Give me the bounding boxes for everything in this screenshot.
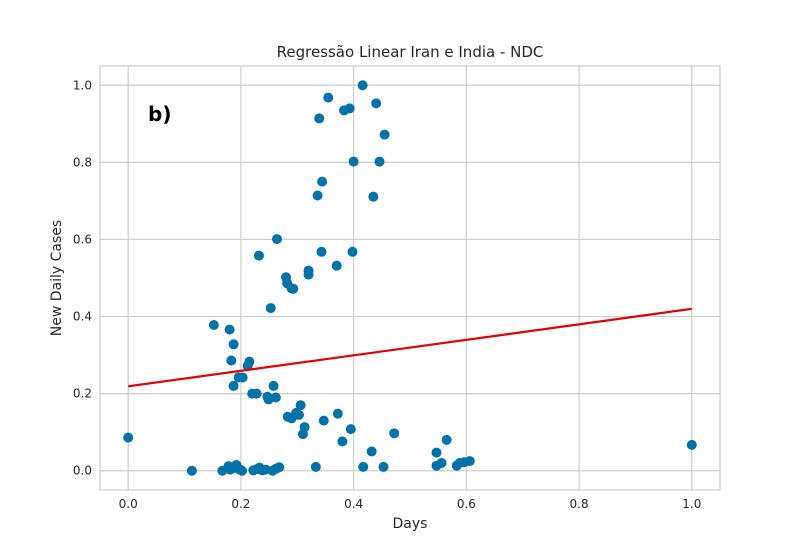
data-point — [186, 465, 197, 476]
x-tick-label: 0.0 — [119, 497, 138, 511]
data-point — [686, 439, 697, 450]
data-point — [297, 429, 308, 440]
data-point — [288, 283, 299, 294]
y-tick-label: 1.0 — [73, 78, 92, 92]
y-tick-label: 0.2 — [73, 387, 92, 401]
data-point — [358, 461, 369, 472]
data-point — [337, 436, 348, 447]
y-tick-labels: 0.0 0.2 0.4 0.6 0.8 1.0 — [73, 78, 92, 477]
data-point — [312, 190, 323, 201]
y-axis-label: New Daily Cases — [49, 220, 65, 336]
data-point — [441, 434, 452, 445]
data-point — [233, 372, 244, 383]
data-point — [357, 80, 368, 91]
data-point — [224, 324, 235, 335]
x-axis-label: Days — [393, 516, 428, 532]
data-point — [263, 394, 274, 405]
data-point — [344, 103, 355, 114]
data-point — [310, 461, 321, 472]
y-tick-label: 0.8 — [73, 155, 92, 169]
data-point — [253, 250, 264, 261]
chart-title: Regressão Linear Iran e India - NDC — [277, 43, 544, 61]
panel-label: b) — [148, 102, 171, 126]
data-point — [274, 462, 285, 473]
x-tick-label: 0.8 — [570, 497, 589, 511]
data-point — [228, 380, 239, 391]
grid-lines — [100, 66, 720, 490]
data-point — [389, 428, 400, 439]
data-point — [371, 98, 382, 109]
x-tick-label: 0.2 — [231, 497, 250, 511]
data-point — [265, 303, 276, 314]
data-point — [228, 339, 239, 350]
data-point — [226, 355, 237, 366]
data-point — [379, 129, 390, 140]
data-point — [303, 265, 314, 276]
x-tick-label: 0.6 — [457, 497, 476, 511]
regression-line-group — [128, 307, 692, 388]
x-tick-label: 1.0 — [682, 497, 701, 511]
data-point — [316, 246, 327, 257]
data-point — [271, 234, 282, 245]
data-point — [293, 409, 304, 420]
data-point — [318, 415, 329, 426]
data-point — [323, 92, 334, 103]
data-point — [237, 465, 248, 476]
x-tick-label: 0.4 — [344, 497, 363, 511]
data-point — [242, 360, 253, 371]
data-point — [464, 456, 475, 467]
data-point — [431, 447, 442, 458]
x-tick-labels: 0.0 0.2 0.4 0.6 0.8 1.0 — [119, 497, 702, 511]
data-point — [345, 424, 356, 435]
data-point — [208, 320, 219, 331]
data-point — [295, 400, 306, 411]
plot-area — [100, 66, 720, 490]
data-point — [368, 191, 379, 202]
regression-line — [128, 307, 692, 388]
data-point — [331, 260, 342, 271]
data-point — [332, 408, 343, 419]
plot-frame — [99, 65, 721, 491]
data-point — [366, 446, 377, 457]
data-point — [268, 380, 279, 391]
y-tick-label: 0.0 — [73, 464, 92, 478]
data-point — [314, 113, 325, 124]
y-tick-label: 0.4 — [73, 310, 92, 324]
data-point — [317, 176, 328, 187]
data-point — [251, 388, 262, 399]
y-tick-label: 0.6 — [73, 232, 92, 246]
data-point — [436, 458, 447, 469]
data-point — [374, 156, 385, 167]
data-point — [347, 246, 358, 257]
data-point — [348, 156, 359, 167]
data-point — [378, 461, 389, 472]
data-points — [123, 80, 697, 476]
data-point — [123, 432, 134, 443]
